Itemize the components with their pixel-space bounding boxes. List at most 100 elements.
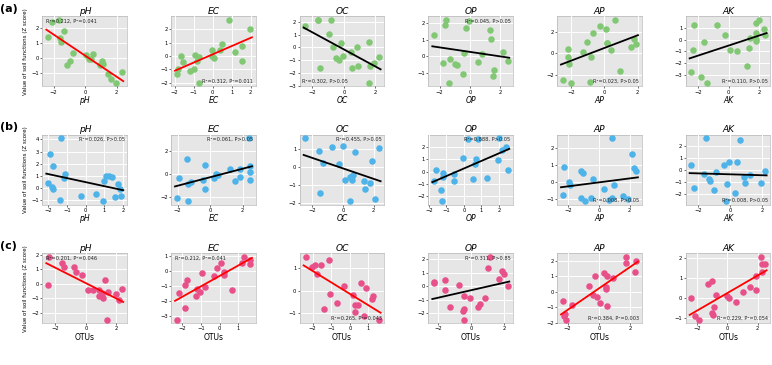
Title: EC: EC — [208, 125, 219, 134]
Point — [443, 80, 455, 86]
Point — [560, 317, 573, 323]
Point — [179, 282, 191, 288]
Point — [244, 169, 256, 175]
Point — [587, 30, 600, 36]
Point — [96, 292, 108, 297]
Point — [625, 44, 637, 50]
Point — [115, 193, 127, 199]
Point — [99, 277, 111, 283]
X-axis label: AK: AK — [723, 96, 733, 105]
Point — [84, 56, 96, 62]
Point — [83, 55, 96, 61]
Title: AK: AK — [722, 7, 734, 16]
Point — [351, 63, 364, 69]
Point — [97, 199, 110, 204]
Point — [723, 47, 736, 53]
Title: OC: OC — [336, 125, 349, 134]
Point — [42, 283, 54, 288]
Point — [435, 199, 448, 204]
X-axis label: EC: EC — [208, 96, 218, 105]
Point — [325, 18, 337, 23]
Point — [182, 199, 195, 204]
Point — [688, 22, 700, 28]
Point — [61, 62, 73, 68]
Point — [685, 69, 697, 75]
Point — [731, 49, 743, 54]
Point — [469, 161, 482, 166]
Point — [234, 166, 246, 172]
Point — [601, 303, 613, 309]
Point — [364, 64, 376, 69]
Title: pH: pH — [79, 243, 91, 253]
Point — [223, 17, 235, 23]
Point — [244, 26, 256, 32]
Point — [557, 77, 569, 83]
Point — [444, 56, 456, 62]
Point — [188, 52, 201, 58]
Point — [630, 258, 642, 264]
Point — [171, 71, 183, 77]
Text: R²=0.229, P²=0.054: R²=0.229, P²=0.054 — [717, 316, 768, 321]
Text: R²=0.384, P²=0.003: R²=0.384, P²=0.003 — [588, 316, 639, 321]
Point — [628, 36, 641, 42]
Point — [53, 17, 66, 23]
Point — [601, 41, 614, 46]
Point — [585, 195, 598, 201]
Point — [699, 135, 712, 141]
Point — [199, 187, 212, 192]
Point — [744, 35, 757, 41]
Point — [562, 46, 574, 51]
Text: (c): (c) — [0, 241, 17, 251]
Point — [456, 308, 469, 314]
Point — [462, 136, 474, 142]
Point — [689, 314, 701, 319]
X-axis label: pH: pH — [80, 96, 90, 105]
Text: R²=0.045, P>0.05: R²=0.045, P>0.05 — [465, 19, 510, 23]
Point — [205, 47, 218, 53]
X-axis label: EC: EC — [208, 214, 218, 223]
Point — [559, 311, 571, 317]
Point — [481, 175, 493, 181]
Point — [333, 58, 345, 64]
Point — [744, 172, 757, 178]
Point — [80, 52, 93, 58]
Point — [750, 273, 763, 279]
Point — [469, 156, 482, 162]
Point — [242, 135, 255, 141]
Point — [193, 54, 205, 60]
Point — [630, 41, 642, 47]
Point — [603, 197, 615, 203]
Point — [113, 297, 125, 303]
Point — [492, 157, 504, 162]
Point — [619, 260, 631, 266]
Point — [367, 59, 380, 65]
Point — [435, 187, 447, 193]
Title: pH: pH — [79, 7, 91, 16]
Point — [324, 292, 337, 297]
Point — [364, 180, 376, 186]
Point — [54, 35, 66, 41]
Point — [706, 278, 719, 284]
Point — [743, 45, 755, 51]
Point — [314, 65, 327, 71]
Point — [87, 287, 100, 293]
Point — [600, 285, 612, 291]
Point — [741, 63, 753, 69]
Point — [58, 175, 70, 181]
X-axis label: OP: OP — [466, 96, 476, 105]
Point — [721, 181, 733, 187]
Title: pH: pH — [79, 125, 91, 134]
Point — [368, 196, 381, 202]
Point — [737, 174, 750, 180]
Point — [558, 164, 571, 170]
Point — [108, 194, 120, 200]
Point — [171, 317, 183, 323]
X-axis label: OTUs: OTUs — [332, 333, 352, 342]
Point — [496, 269, 509, 274]
Point — [327, 145, 339, 150]
Point — [176, 59, 188, 65]
Point — [457, 155, 469, 161]
Point — [93, 62, 106, 68]
Point — [215, 41, 228, 47]
Point — [211, 265, 223, 271]
